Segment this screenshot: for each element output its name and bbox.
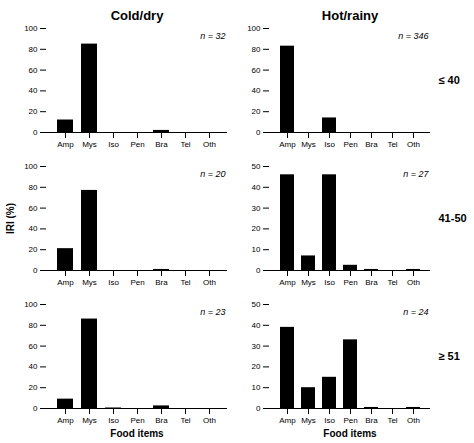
svg-text:40: 40 bbox=[252, 183, 261, 192]
svg-text:Bra: Bra bbox=[365, 140, 378, 149]
svg-text:Amp: Amp bbox=[57, 416, 74, 425]
svg-text:0: 0 bbox=[256, 404, 261, 413]
svg-text:Pen: Pen bbox=[130, 278, 144, 287]
svg-text:0: 0 bbox=[33, 128, 38, 137]
svg-text:100: 100 bbox=[247, 24, 261, 33]
svg-text:Amp: Amp bbox=[57, 278, 74, 287]
svg-text:n = 27: n = 27 bbox=[403, 169, 429, 179]
svg-text:Oth: Oth bbox=[407, 416, 420, 425]
svg-text:80: 80 bbox=[29, 183, 38, 192]
svg-text:Amp: Amp bbox=[279, 140, 296, 149]
svg-text:Iso: Iso bbox=[108, 278, 119, 287]
svg-text:40: 40 bbox=[252, 321, 261, 330]
svg-text:60: 60 bbox=[29, 66, 38, 75]
svg-text:Iso: Iso bbox=[108, 416, 119, 425]
svg-text:Mys: Mys bbox=[301, 278, 316, 287]
svg-text:Tel: Tel bbox=[387, 416, 397, 425]
svg-text:Food items: Food items bbox=[110, 428, 164, 439]
svg-text:Bra: Bra bbox=[365, 278, 378, 287]
svg-text:Tel: Tel bbox=[180, 416, 190, 425]
svg-text:Iso: Iso bbox=[324, 140, 335, 149]
svg-text:Oth: Oth bbox=[203, 278, 216, 287]
svg-text:Pen: Pen bbox=[343, 278, 357, 287]
svg-text:80: 80 bbox=[29, 321, 38, 330]
svg-text:100: 100 bbox=[24, 24, 38, 33]
svg-text:n = 24: n = 24 bbox=[403, 307, 428, 317]
svg-text:Bra: Bra bbox=[155, 140, 168, 149]
svg-text:100: 100 bbox=[24, 162, 38, 171]
svg-text:Amp: Amp bbox=[279, 416, 296, 425]
svg-text:Tel: Tel bbox=[387, 140, 397, 149]
svg-text:50: 50 bbox=[252, 162, 261, 171]
svg-text:Oth: Oth bbox=[407, 278, 420, 287]
svg-text:60: 60 bbox=[29, 342, 38, 351]
svg-text:20: 20 bbox=[29, 245, 38, 254]
svg-text:Pen: Pen bbox=[343, 140, 357, 149]
svg-text:Hot/rainy: Hot/rainy bbox=[322, 8, 379, 23]
svg-text:10: 10 bbox=[252, 383, 261, 392]
svg-text:Mys: Mys bbox=[301, 416, 316, 425]
svg-text:20: 20 bbox=[29, 383, 38, 392]
svg-text:Mys: Mys bbox=[82, 140, 97, 149]
svg-text:Amp: Amp bbox=[279, 278, 296, 287]
svg-text:Pen: Pen bbox=[343, 416, 357, 425]
svg-text:30: 30 bbox=[252, 204, 261, 213]
svg-text:0: 0 bbox=[256, 266, 261, 275]
svg-text:Amp: Amp bbox=[57, 140, 74, 149]
svg-text:Pen: Pen bbox=[130, 416, 144, 425]
svg-text:60: 60 bbox=[252, 66, 261, 75]
svg-text:Mys: Mys bbox=[301, 140, 316, 149]
svg-text:Tel: Tel bbox=[387, 278, 397, 287]
svg-text:Iso: Iso bbox=[108, 140, 119, 149]
svg-text:0: 0 bbox=[33, 404, 38, 413]
svg-text:10: 10 bbox=[252, 245, 261, 254]
svg-text:Oth: Oth bbox=[407, 140, 420, 149]
svg-text:40: 40 bbox=[29, 86, 38, 95]
svg-text:20: 20 bbox=[252, 224, 261, 233]
svg-text:0: 0 bbox=[33, 266, 38, 275]
svg-text:Iso: Iso bbox=[324, 416, 335, 425]
svg-text:Oth: Oth bbox=[203, 416, 216, 425]
svg-text:20: 20 bbox=[29, 107, 38, 116]
svg-text:40: 40 bbox=[29, 224, 38, 233]
svg-text:Tel: Tel bbox=[180, 140, 190, 149]
svg-text:n = 23: n = 23 bbox=[200, 307, 225, 317]
svg-text:Cold/dry: Cold/dry bbox=[111, 8, 164, 23]
svg-text:Tel: Tel bbox=[180, 278, 190, 287]
svg-text:Bra: Bra bbox=[365, 416, 378, 425]
svg-text:40: 40 bbox=[29, 362, 38, 371]
svg-text:41-50: 41-50 bbox=[439, 212, 467, 224]
svg-text:40: 40 bbox=[252, 86, 261, 95]
svg-text:0: 0 bbox=[256, 128, 261, 137]
svg-text:30: 30 bbox=[252, 342, 261, 351]
svg-text:20: 20 bbox=[252, 107, 261, 116]
svg-text:Mys: Mys bbox=[82, 416, 97, 425]
svg-text:Mys: Mys bbox=[82, 278, 97, 287]
svg-text:Bra: Bra bbox=[155, 278, 168, 287]
svg-text:n = 32: n = 32 bbox=[200, 31, 225, 41]
svg-text:80: 80 bbox=[252, 45, 261, 54]
svg-text:20: 20 bbox=[252, 362, 261, 371]
svg-text:≤ 40: ≤ 40 bbox=[439, 74, 460, 86]
svg-text:n = 346: n = 346 bbox=[398, 31, 428, 41]
svg-text:≥ 51: ≥ 51 bbox=[439, 350, 460, 362]
svg-text:60: 60 bbox=[29, 204, 38, 213]
svg-text:Bra: Bra bbox=[155, 416, 168, 425]
svg-text:100: 100 bbox=[24, 300, 38, 309]
svg-text:Food items: Food items bbox=[323, 428, 377, 439]
svg-text:50: 50 bbox=[252, 300, 261, 309]
svg-text:Pen: Pen bbox=[130, 140, 144, 149]
svg-text:80: 80 bbox=[29, 45, 38, 54]
svg-text:Iso: Iso bbox=[324, 278, 335, 287]
svg-text:Oth: Oth bbox=[203, 140, 216, 149]
svg-text:n = 20: n = 20 bbox=[200, 169, 225, 179]
svg-text:IRI (%): IRI (%) bbox=[5, 203, 16, 234]
